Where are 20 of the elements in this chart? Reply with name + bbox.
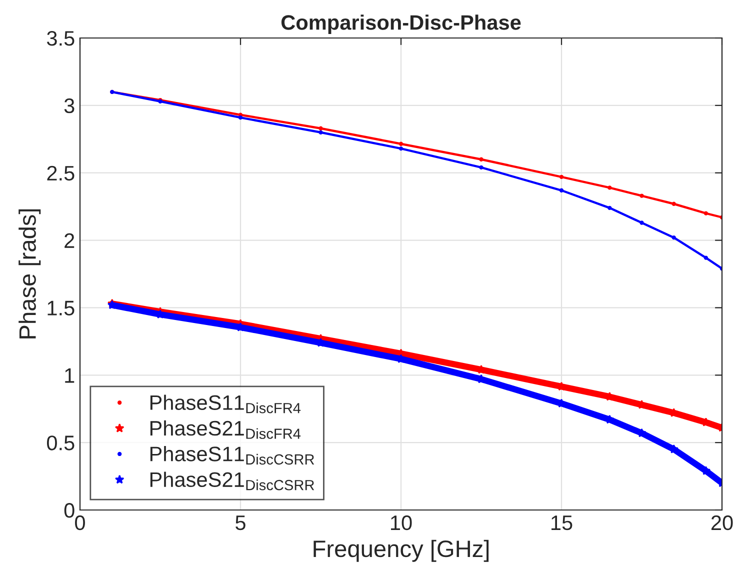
legend-label: PhaseS11$_{DiscFR4}$	[150, 394, 301, 414]
y-tick-label: 2	[64, 233, 74, 248]
x-tick-label: 20	[711, 515, 733, 530]
legend-label: PhaseS21$_{DiscCSRR}$	[150, 472, 314, 490]
x-axis-title: Frequency [GHz]	[314, 540, 489, 562]
y-axis-title: Phase [rads]	[18, 209, 41, 338]
y-tick-label: 3	[64, 98, 74, 114]
chart-title: Comparison-Disc-Phase	[281, 14, 521, 34]
y-tick-label: 3.5	[46, 31, 74, 46]
y-tick-label: 0.5	[46, 436, 74, 450]
x-tick-label: 15	[552, 516, 572, 530]
y-tick-label: 0	[64, 503, 74, 518]
legend-label: PhaseS11$_{DiscCSRR}$	[150, 446, 314, 465]
y-tick-label: 2.5	[47, 166, 74, 181]
y-tick-label: 1.5	[48, 300, 74, 316]
x-tick-label: 0	[75, 515, 85, 530]
x-tick-label: 5	[236, 516, 246, 530]
y-tick-label: 1	[65, 368, 74, 383]
legend-label: PhaseS21$_{DiscFR4}$	[150, 420, 301, 439]
x-tick-label: 10	[391, 515, 412, 530]
